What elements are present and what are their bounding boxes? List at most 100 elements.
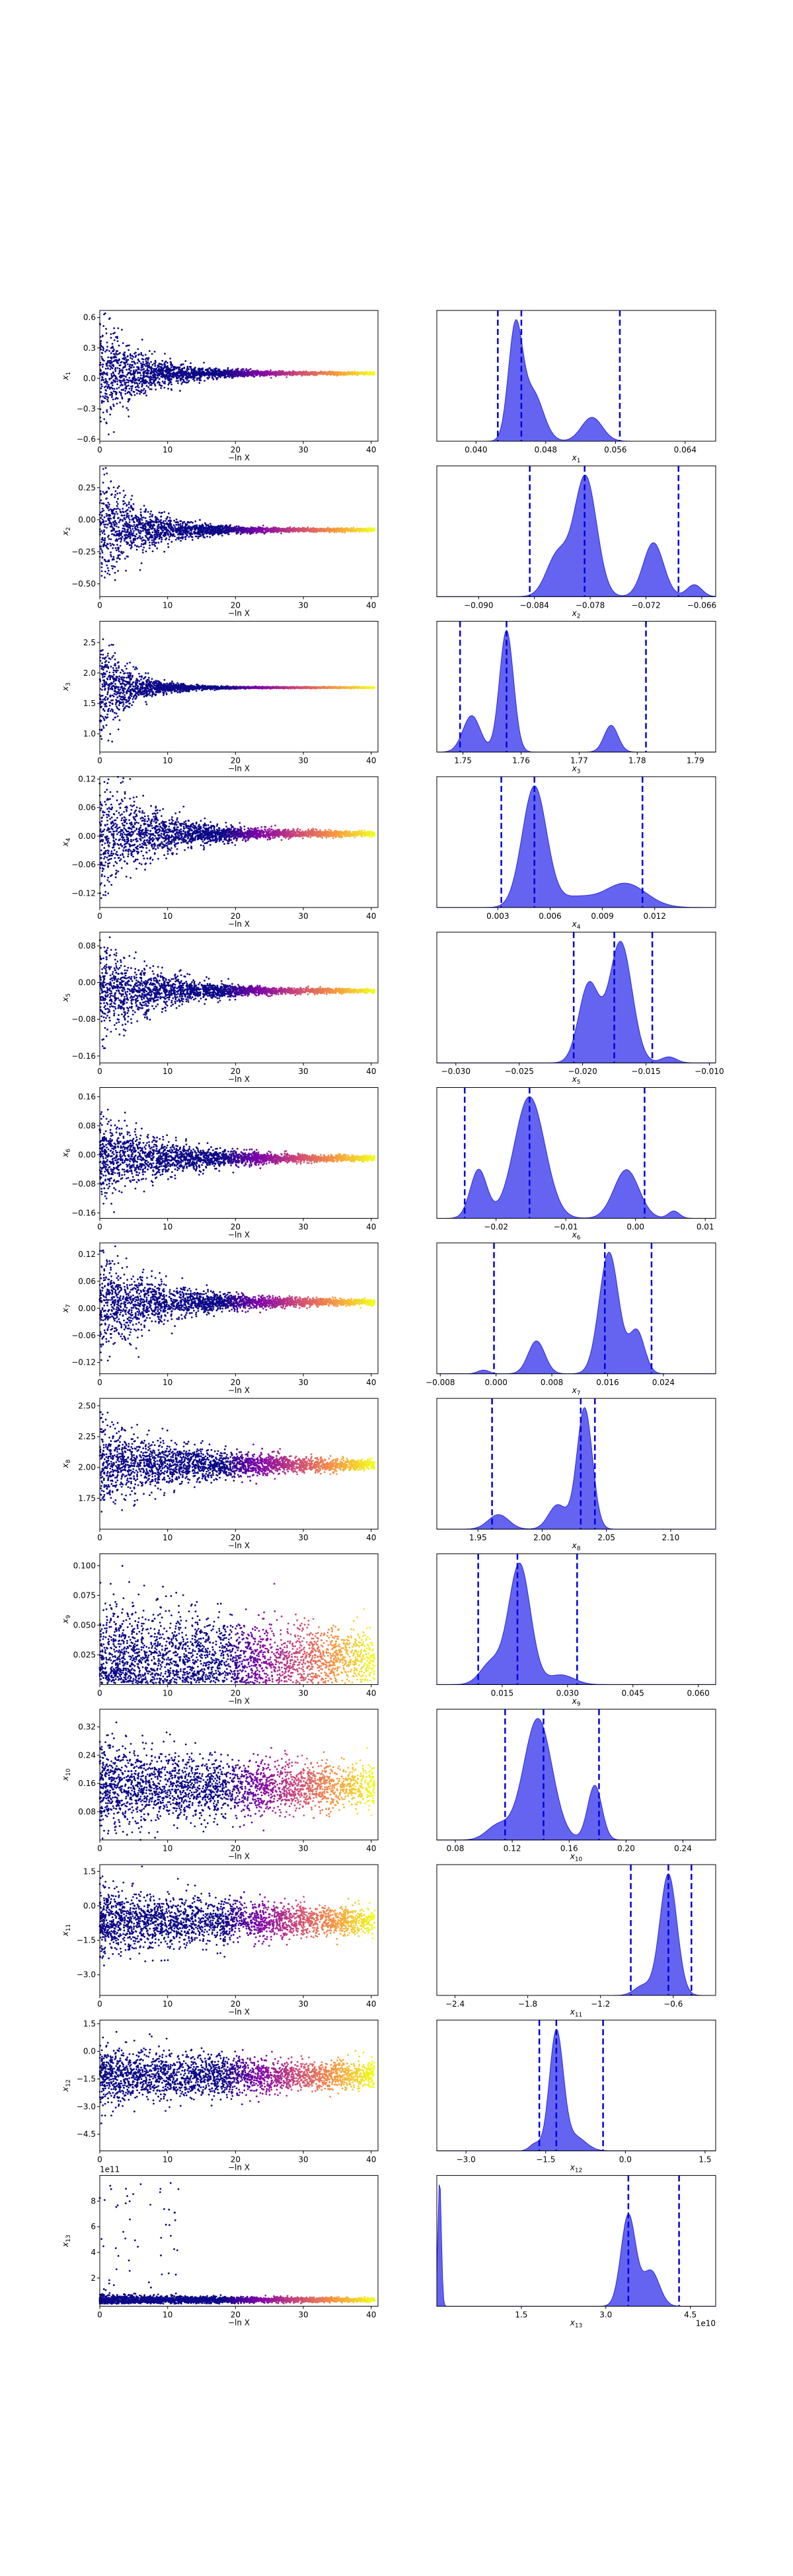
- trace-point: [124, 365, 126, 367]
- trace-point: [192, 373, 194, 375]
- trace-point: [231, 371, 233, 373]
- trace-point: [206, 374, 208, 376]
- trace-point: [102, 396, 104, 398]
- trace-point: [336, 372, 338, 374]
- trace-point: [120, 375, 122, 376]
- trace-point: [104, 351, 106, 353]
- trace-point: [202, 374, 204, 376]
- trace-point: [167, 365, 169, 367]
- trace-point: [154, 351, 156, 353]
- trace-point: [108, 433, 110, 435]
- trace-point: [221, 375, 223, 376]
- trace-point: [102, 374, 104, 376]
- trace-point: [176, 378, 178, 380]
- trace-point: [113, 357, 115, 359]
- trace-point: [141, 339, 143, 341]
- trace-point: [185, 372, 187, 374]
- trace-point: [104, 389, 106, 391]
- trace-point: [194, 374, 196, 376]
- trace-point: [211, 373, 213, 375]
- trace-point: [157, 371, 159, 373]
- trace-panel-1: 0 10 20 30 400.60.30.0−0.3−0.6−ln Xx1: [61, 310, 378, 462]
- trace-point: [254, 376, 256, 378]
- trace-point: [155, 368, 157, 370]
- trace-point: [157, 365, 159, 367]
- trace-point: [120, 385, 122, 387]
- trace-point: [156, 372, 158, 374]
- trace-point: [110, 373, 112, 375]
- trace-point: [113, 328, 115, 330]
- trace-point: [352, 374, 354, 376]
- trace-point: [278, 371, 280, 373]
- trace-point: [310, 372, 312, 374]
- trace-point: [114, 340, 116, 341]
- trace-point: [229, 376, 231, 378]
- trace-point: [179, 367, 181, 369]
- trace-point: [145, 370, 147, 372]
- trace-point: [159, 378, 161, 380]
- trace-point: [118, 387, 120, 389]
- trace-point: [135, 380, 137, 382]
- trace-point: [342, 373, 344, 375]
- trace-point: [151, 378, 153, 380]
- trace-point: [130, 357, 132, 359]
- trace-point: [116, 337, 118, 339]
- trace-point: [151, 376, 153, 378]
- trace-point: [151, 369, 153, 371]
- trace-point: [151, 372, 153, 374]
- trace-point: [184, 360, 186, 362]
- trace-point: [334, 374, 336, 376]
- trace-point: [113, 374, 115, 376]
- trace-point: [200, 377, 202, 379]
- trace-point: [210, 370, 212, 372]
- trace-point: [119, 368, 121, 370]
- trace-point: [162, 372, 164, 374]
- trace-point: [128, 391, 130, 393]
- trace-point: [115, 391, 117, 393]
- trace-point: [149, 388, 151, 390]
- trace-point: [110, 392, 112, 394]
- trace-point: [106, 411, 108, 413]
- trace-point: [201, 369, 203, 371]
- trace-point: [163, 366, 165, 368]
- trace-point: [119, 402, 121, 404]
- trace-point: [115, 393, 117, 395]
- trace-point: [307, 373, 309, 375]
- trace-point: [110, 333, 112, 335]
- trace-point: [276, 372, 278, 374]
- trace-point: [255, 373, 257, 375]
- trace-point: [330, 374, 332, 376]
- trace-point: [145, 394, 147, 396]
- trace-point: [248, 369, 250, 371]
- trace-point: [165, 371, 167, 373]
- trace-point: [180, 364, 182, 366]
- trace-point: [210, 373, 212, 375]
- trace-point: [121, 361, 123, 363]
- trace-point: [185, 376, 187, 378]
- trace-point: [128, 377, 130, 379]
- trace-point: [212, 376, 214, 378]
- trace-point: [280, 372, 282, 374]
- trace-point: [129, 388, 131, 390]
- trace-point: [211, 374, 213, 376]
- trace-point: [196, 379, 198, 381]
- trace-point: [131, 365, 133, 367]
- trace-point: [133, 361, 135, 363]
- trace-point: [132, 373, 133, 375]
- trace-point: [109, 387, 111, 389]
- trace-point: [135, 371, 137, 373]
- trace-point: [139, 382, 141, 384]
- trace-point: [137, 390, 139, 392]
- trace-point: [160, 387, 162, 389]
- trace-point: [198, 369, 200, 371]
- trace-point: [147, 361, 149, 363]
- trace-point: [128, 401, 130, 403]
- trace-point: [147, 372, 149, 374]
- trace-point: [170, 388, 172, 390]
- trace-point: [137, 348, 139, 350]
- trace-point: [106, 341, 108, 343]
- trace-point: [170, 366, 172, 368]
- trace-point: [131, 394, 133, 396]
- trace-point: [164, 364, 166, 366]
- trace-point: [164, 380, 166, 382]
